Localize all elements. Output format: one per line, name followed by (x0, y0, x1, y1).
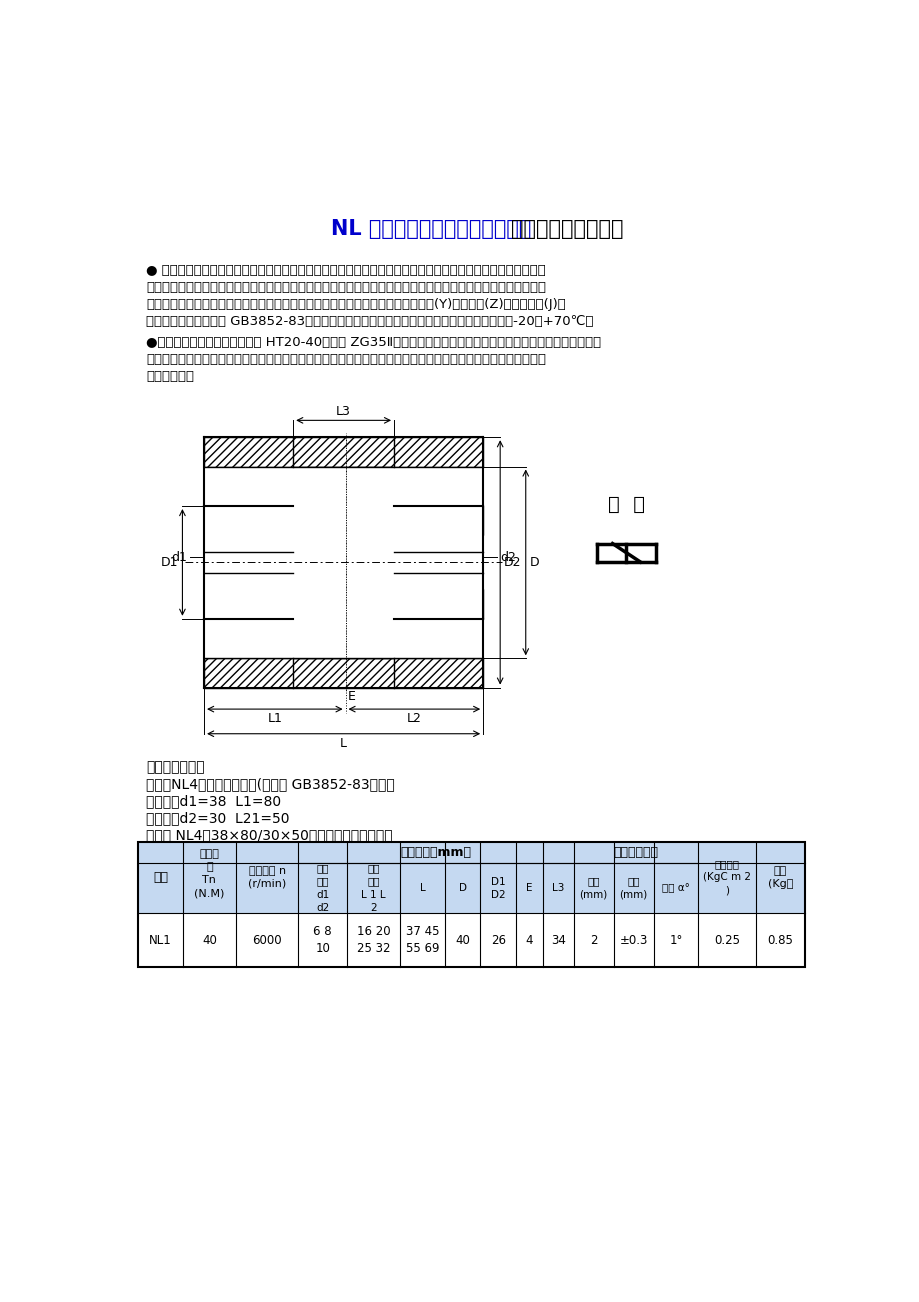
Text: 最大尺寸偏差: 最大尺寸偏差 (613, 846, 658, 859)
Bar (204, 437, 482, 466)
Text: 0.25: 0.25 (713, 934, 739, 947)
Text: L: L (340, 737, 346, 750)
Text: 2: 2 (589, 934, 596, 947)
Text: 惯性扭矩
(KgC m 2
): 惯性扭矩 (KgC m 2 ) (702, 859, 750, 896)
Text: ●半联轴器采用精密铸造，铸铁 HT20-40、铸鈢 ZG35Ⅱ，轴孔和键槽采用拉制成型，内齿形联轴器弹性体外套可根: ●半联轴器采用精密铸造，铸铁 HT20-40、铸鈢 ZG35Ⅱ，轴孔和键槽采用拉… (146, 336, 600, 349)
Bar (393, 590, 482, 618)
Text: 16 20
25 32: 16 20 25 32 (357, 926, 391, 956)
Text: 40: 40 (455, 934, 470, 947)
Bar (393, 506, 482, 535)
Bar (204, 552, 482, 573)
Text: ±0.3: ±0.3 (618, 934, 647, 947)
Text: d1: d1 (171, 551, 187, 564)
Text: d2: d2 (500, 551, 516, 564)
Bar (204, 590, 293, 618)
Text: 许用转速 n
(r/min): 许用转速 n (r/min) (248, 866, 286, 889)
Text: 主动轴：d1=38  L1=80: 主动轴：d1=38 L1=80 (146, 794, 281, 809)
Text: 重量
(Kg）: 重量 (Kg） (766, 866, 792, 889)
Text: 订货标记方法：: 订货标记方法： (146, 760, 204, 775)
Text: 6000: 6000 (252, 934, 281, 947)
Text: 37 45
55 69: 37 45 55 69 (405, 926, 439, 956)
Text: 1°: 1° (668, 934, 682, 947)
Text: 备备件需要，: 备备件需要， (146, 370, 194, 383)
Text: L: L (419, 883, 425, 893)
Text: 噪声低、传动功效损失小、使用寿命长等优点、倍受用户欢迎。轴孔型式有圆柱形(Y)、圆锥形(Z)和短圆柱形(J)。: 噪声低、传动功效损失小、使用寿命长等优点、倍受用户欢迎。轴孔型式有圆柱形(Y)、… (146, 298, 565, 311)
Text: D1
D2: D1 D2 (491, 876, 505, 900)
Bar (204, 659, 482, 687)
Text: 轴孔和键槽按国家标准 GB3852-83《联轴器轴孔和键槽形式及尺寸》的规定加工。工作温度为-20～+70℃。: 轴孔和键槽按国家标准 GB3852-83《联轴器轴孔和键槽形式及尺寸》的规定加工… (146, 315, 593, 328)
Text: NL 型尼龙内齿圈鼓形齿式联轴器: NL 型尼龙内齿圈鼓形齿式联轴器 (331, 220, 531, 240)
Text: E: E (347, 690, 356, 703)
Bar (204, 506, 293, 535)
Text: 所设计，适用于轴间及的挠性传动，允许较大的轴向径向位移和角位移，且具有结构简单、维修方便、拆装容易、: 所设计，适用于轴间及的挠性传动，允许较大的轴向径向位移和角位移，且具有结构简单、… (146, 281, 545, 294)
Bar (293, 466, 393, 482)
Text: D: D (529, 556, 539, 569)
Text: 26: 26 (490, 934, 505, 947)
Text: 从动轴：d2=30  L21=50: 从动轴：d2=30 L21=50 (146, 811, 289, 825)
Text: D2: D2 (504, 556, 521, 569)
Text: 6 8
10: 6 8 10 (313, 926, 332, 956)
Bar (138, 841, 804, 967)
Text: 34: 34 (550, 934, 565, 947)
Text: 角度 α°: 角度 α° (662, 883, 689, 893)
Text: L3: L3 (551, 883, 563, 893)
Text: L3: L3 (335, 405, 351, 418)
Text: 符  号: 符 号 (607, 495, 644, 514)
Text: 轴向
(mm): 轴向 (mm) (579, 876, 607, 900)
Text: 表示为 NL4：38×80/30×50（非标注明键槽尺寸）: 表示为 NL4：38×80/30×50（非标注明键槽尺寸） (146, 828, 392, 842)
Text: 型号: 型号 (153, 871, 168, 884)
Text: 主要尺寸（mm）: 主要尺寸（mm） (400, 846, 471, 859)
Text: D: D (458, 883, 466, 893)
Text: 40: 40 (201, 934, 217, 947)
Text: 4: 4 (525, 934, 532, 947)
Text: 公称扭
矩
Tn
(N.M): 公称扭 矩 Tn (N.M) (194, 849, 224, 898)
Text: 径向
(mm): 径向 (mm) (618, 876, 647, 900)
Text: 轴孔
长度
L 1 L
2: 轴孔 长度 L 1 L 2 (361, 863, 386, 913)
Text: D1: D1 (161, 556, 178, 569)
Text: 0.85: 0.85 (766, 934, 792, 947)
Bar (138, 841, 804, 913)
Text: L1: L1 (267, 712, 282, 725)
Text: E: E (526, 883, 532, 893)
Text: 据用户使用要求选用各种硬度合成橡胶脂橡胶；增强铸型尼龙弹性体等材料。为满足各种机械的更新改造及引进设: 据用户使用要求选用各种硬度合成橡胶脂橡胶；增强铸型尼龙弹性体等材料。为满足各种机… (146, 353, 545, 366)
Bar (293, 643, 393, 659)
Bar (138, 913, 804, 967)
Bar (204, 466, 482, 659)
Text: L2: L2 (406, 712, 421, 725)
Text: 基本参数和主要尺寸: 基本参数和主要尺寸 (510, 220, 623, 240)
Text: 轴孔
直径
d1
d2: 轴孔 直径 d1 d2 (316, 863, 329, 913)
Text: NL1: NL1 (149, 934, 172, 947)
Text: ● 内齿形弹性联轴器是目前国内的最新产品，在国外已经广泛地被采用，该产品由机械委济南铸造鍛压机械研究: ● 内齿形弹性联轴器是目前国内的最新产品，在国外已经广泛地被采用，该产品由机械委… (146, 264, 545, 277)
Text: 例如：NL4内齿弹性联轴器(键槽按 GB3852-83标准）: 例如：NL4内齿弹性联轴器(键槽按 GB3852-83标准） (146, 777, 394, 792)
